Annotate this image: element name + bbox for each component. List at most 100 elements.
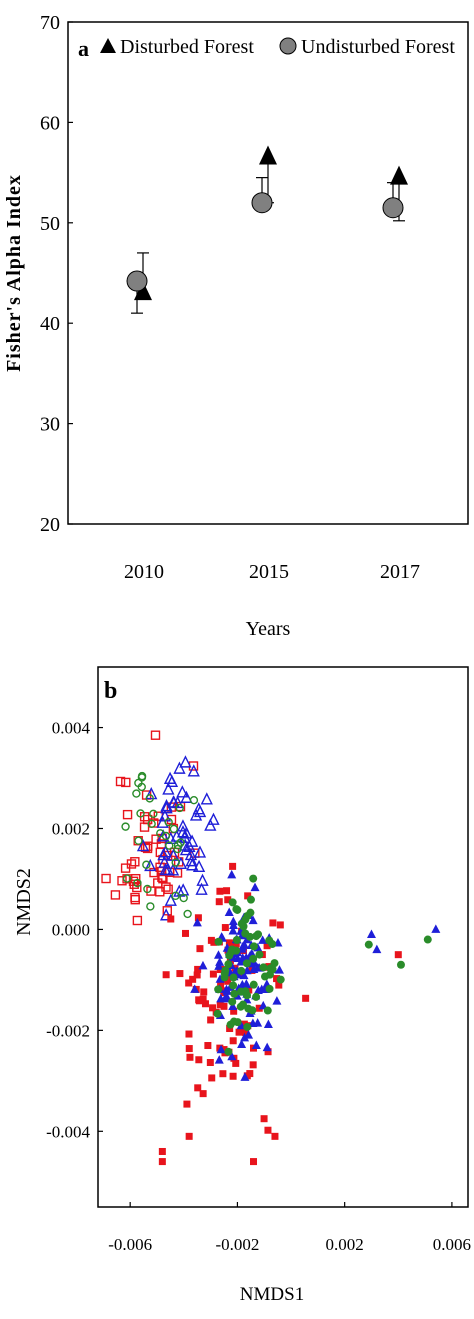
panel-b-point (192, 859, 206, 873)
panel-b-point (185, 1045, 193, 1053)
panel-b-point (219, 1070, 227, 1078)
panel-a-y-tick-label: 60 (40, 112, 60, 134)
panel-b-point (227, 869, 237, 879)
panel-b-point (165, 841, 174, 850)
legend-undisturbed-circle-icon (279, 37, 297, 55)
panel-b-point (224, 960, 233, 969)
panel-a-y-tick-label: 70 (40, 12, 60, 34)
panel-b-point (255, 950, 264, 959)
panel-b-point (263, 942, 271, 950)
panel-b-point (225, 939, 233, 947)
panel-b-point (228, 1001, 238, 1011)
panel-b-y-tick-label: -0.002 (46, 1021, 90, 1040)
panel-b-point (259, 963, 268, 972)
panel-b-point (243, 1023, 252, 1032)
panel-b-point (110, 890, 121, 900)
panel-b-point (232, 940, 240, 948)
panel-b-point (229, 862, 237, 870)
panel-b-point (117, 876, 127, 886)
panel-b-point (213, 950, 223, 959)
panel-b-point (194, 1084, 202, 1092)
panel-b-point (262, 1042, 272, 1052)
panel-b-point (263, 1019, 273, 1028)
panel-b-point (189, 795, 199, 805)
panel-a-point-disturbed (134, 281, 152, 301)
panel-b-point (366, 929, 376, 938)
panel-b-point (196, 945, 204, 953)
panel-b-point (194, 914, 202, 922)
panel-b-point (266, 964, 275, 973)
panel-a-y-tick-label: 20 (40, 514, 60, 536)
panel-b-point (143, 884, 152, 894)
panel-b-point (240, 1020, 248, 1028)
panel-b-point (173, 761, 186, 774)
panel-b-point (199, 995, 207, 1003)
panel-b-point (214, 937, 223, 946)
panel-b-point (142, 860, 151, 869)
panel-b-point (216, 887, 224, 895)
panel-b-point (233, 1018, 242, 1027)
panel-b-point (185, 834, 199, 847)
panel-b-point (239, 970, 249, 980)
panel-b-point (185, 1030, 193, 1038)
panel-b-point (227, 1051, 237, 1061)
panel-a: a Disturbed Forest Undisturbed Forest 20… (3, 12, 469, 640)
panel-b-point (171, 795, 184, 809)
panel-b-point (164, 893, 177, 906)
panel-b-point (235, 1028, 243, 1036)
panel-b-point (167, 915, 175, 923)
panel-a-x-tick-label: 2010 (124, 561, 164, 583)
panel-b-point (206, 1059, 214, 1067)
panel-b-point (164, 817, 173, 827)
panel-b-point (237, 966, 246, 975)
panel-b-point (220, 993, 230, 1003)
panel-a-point-disturbed (390, 165, 408, 185)
panel-b-point (276, 921, 284, 929)
panel-b-point (186, 1053, 194, 1061)
panel-b-point (423, 935, 432, 944)
panel-b-point (142, 843, 153, 854)
panel-b-point (163, 884, 173, 894)
panel-b-point (150, 730, 161, 740)
panel-b-point (198, 960, 208, 970)
panel-b-point (255, 1004, 263, 1012)
panel-a-point-undisturbed (251, 192, 273, 214)
panel-a-x-axis: 2010 2015 2017 (124, 561, 420, 583)
panel-b-point (264, 1048, 272, 1056)
panel-b-point (195, 882, 208, 895)
panel-a-y-axis: 20 30 40 50 60 70 (40, 12, 73, 536)
panel-b-point (213, 1009, 222, 1018)
legend-undisturbed-label: Undisturbed Forest (301, 36, 455, 58)
panel-b-point (236, 1002, 245, 1011)
panel-b-point (207, 1016, 215, 1024)
panel-b-point (179, 755, 192, 768)
panel-a-y-tick-label: 30 (40, 414, 60, 436)
panel-b-point (201, 1000, 209, 1008)
panel-b-point (209, 1004, 217, 1012)
panel-b-point (396, 960, 405, 969)
panel-a-y-tick-label: 50 (40, 213, 60, 235)
panel-a-point-undisturbed (382, 197, 404, 219)
panel-b-point (249, 1061, 257, 1069)
panel-b-point (230, 1007, 238, 1015)
panel-b-point (121, 822, 130, 831)
panel-b-point (217, 981, 225, 989)
panel-b-point (275, 981, 283, 989)
panel-b-point (151, 834, 161, 844)
panel-b-point (250, 1158, 258, 1166)
panel-b-point (179, 893, 188, 903)
panel-b-point (176, 970, 184, 978)
panel-b-point (260, 972, 269, 981)
panel-b-point (244, 1030, 254, 1039)
panel-b-point (237, 919, 246, 928)
panel-b-point (122, 809, 133, 820)
panel-b-point (274, 965, 284, 974)
panel-b-point (162, 971, 170, 979)
panel-b-point (166, 863, 180, 876)
panel-b-point (237, 1039, 247, 1048)
panel-b-point (173, 841, 183, 850)
panel-b-points (101, 730, 441, 1166)
panel-b-point (228, 945, 237, 954)
panel-b-point (176, 825, 190, 838)
panel-b-point (249, 874, 258, 883)
